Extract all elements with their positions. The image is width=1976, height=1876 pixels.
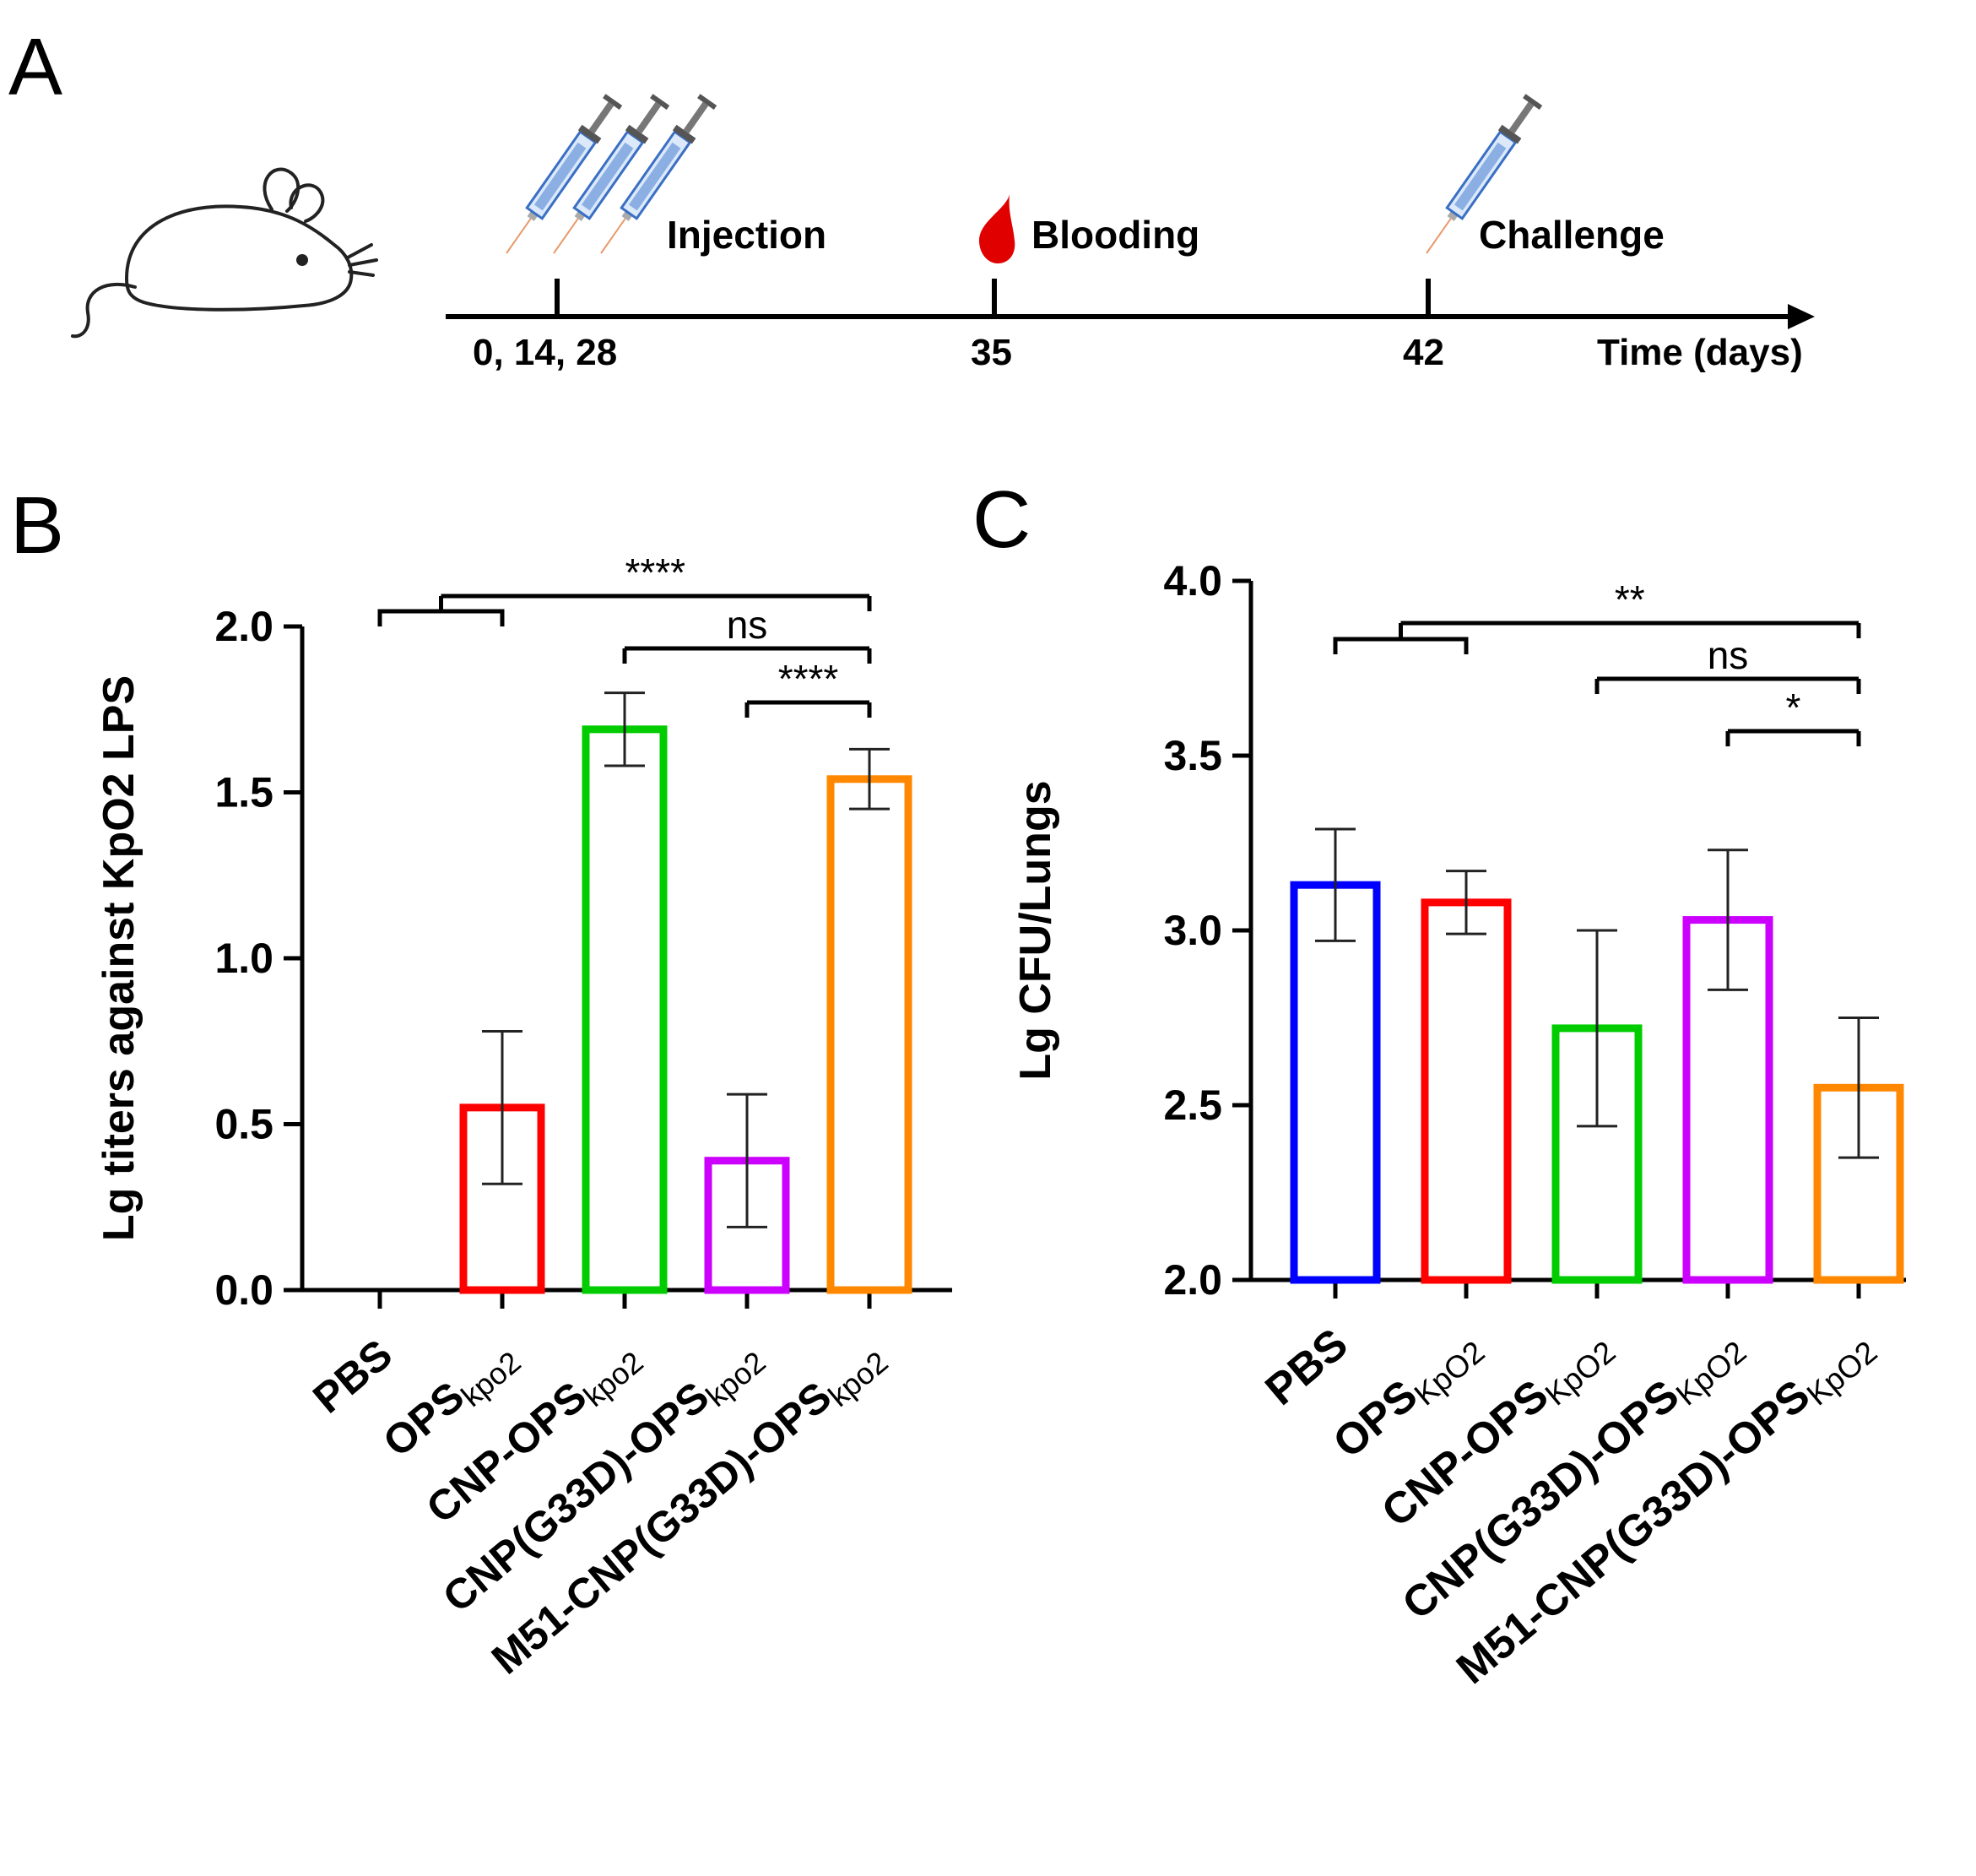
- significance-label: **: [1615, 577, 1645, 621]
- timeline-arrowhead-icon: [1788, 304, 1815, 329]
- error-bar: [727, 1093, 767, 1228]
- category-subscript: KpO2: [1539, 1334, 1622, 1412]
- mouse-eye-icon: [296, 254, 308, 266]
- y-tick-label: 2.0: [214, 603, 273, 650]
- y-tick-label: 3.5: [1163, 732, 1222, 779]
- y-tick-label: 4.0: [1163, 557, 1222, 605]
- event-label-injection: Injection: [667, 213, 826, 257]
- day-label-blooding: 35: [971, 332, 1012, 373]
- bar: [582, 725, 668, 1294]
- significance-label: *: [1786, 686, 1801, 729]
- panel-letter-a: A: [8, 22, 62, 112]
- event-label-challenge: Challenge: [1479, 213, 1665, 257]
- panel-letter-c: C: [972, 474, 1031, 565]
- y-tick-label: 0.5: [214, 1101, 273, 1148]
- error-bar: [482, 1029, 522, 1185]
- error-bar: [1838, 1017, 1879, 1159]
- panel-letter-b: B: [10, 480, 64, 571]
- day-label-challenge: 42: [1403, 332, 1444, 373]
- error-bar: [849, 747, 890, 811]
- bar: [1421, 898, 1512, 1284]
- significance-bracket: [1725, 729, 1861, 746]
- syringe-icon: [600, 94, 717, 254]
- day-label-injection: 0, 14, 28: [473, 332, 617, 373]
- significance-label: ****: [625, 550, 685, 594]
- error-bar: [1708, 849, 1748, 991]
- syringe-icon: [1426, 94, 1543, 254]
- y-tick-label: 1.5: [214, 769, 273, 816]
- significance-label: ns: [1708, 633, 1749, 677]
- significance-bracket: [1333, 621, 1861, 654]
- error-bar: [604, 691, 645, 767]
- category-name: PBS: [1257, 1320, 1357, 1415]
- bar: [1290, 881, 1381, 1284]
- chart-c: 2.02.53.03.54.0Lg CFU/LungsPBSOPSKpO2CNP…: [1011, 557, 1906, 1694]
- significance-bracket: [1594, 676, 1861, 694]
- bar: [826, 775, 912, 1294]
- significance-label: ns: [727, 603, 768, 647]
- y-tick-label: 1.0: [214, 935, 273, 982]
- syringe-icon: [553, 94, 670, 254]
- y-axis-label: Lg titers against KpO2 LPS: [95, 675, 143, 1241]
- event-label-blooding: Blooding: [1031, 213, 1199, 257]
- significance-label: ****: [778, 657, 839, 701]
- y-axis-label: Lg CFU/Lungs: [1011, 780, 1060, 1080]
- blood-drop-icon: [979, 194, 1015, 263]
- error-bar: [1577, 929, 1617, 1128]
- chart-b: 0.0 0.5 1.0 1.5 2.0 Lg titers against KpO2 LP…: [95, 550, 952, 1684]
- error-bar: [1315, 827, 1356, 942]
- category-label: PBS: [1257, 1320, 1357, 1415]
- y-tick-label: 2.5: [1163, 1082, 1222, 1129]
- mouse-icon: [71, 167, 378, 339]
- timeline-panel: Injection Blooding Challenge 0, 14, 28 3…: [71, 94, 1815, 373]
- y-tick-label: 3.0: [1163, 907, 1222, 954]
- category-label: PBS: [304, 1331, 401, 1423]
- y-tick-label: 2.0: [1163, 1256, 1222, 1304]
- category-subscript: KpO2: [1670, 1334, 1753, 1412]
- category-subscript: KpO2: [1408, 1334, 1491, 1412]
- error-bar: [1446, 870, 1486, 935]
- significance-bracket: [744, 700, 872, 718]
- significance-bracket: [377, 594, 872, 626]
- timeline-axis-label: Time (days): [1597, 332, 1803, 373]
- category-name: PBS: [304, 1331, 401, 1423]
- category-subscript: KpO2: [1800, 1334, 1884, 1412]
- significance-bracket: [622, 646, 872, 664]
- syringe-icon: [506, 94, 623, 254]
- y-tick-label: 0.0: [214, 1266, 273, 1314]
